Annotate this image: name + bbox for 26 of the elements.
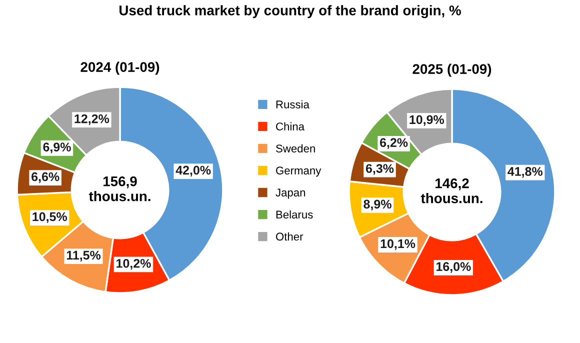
data-label: 11,5% bbox=[66, 250, 101, 262]
data-label: 10,2% bbox=[116, 258, 151, 270]
text: 156,9 thous.un. bbox=[88, 176, 150, 202]
data-label: 10,1% bbox=[380, 239, 416, 250]
data-label: 6,3% bbox=[366, 164, 394, 175]
data-label: 10,5% bbox=[32, 212, 68, 223]
legend-label: Russia bbox=[276, 100, 310, 108]
legend-label: Germany bbox=[276, 166, 322, 177]
legend-label: Japan bbox=[276, 188, 306, 199]
data-label: 41,8% bbox=[508, 167, 543, 178]
text: 146,2 thous.un. bbox=[420, 178, 482, 204]
chart-subtitle: 2025 (01-09) bbox=[412, 64, 492, 77]
data-label: 12,2% bbox=[74, 114, 110, 126]
legend-label: Sweden bbox=[276, 144, 315, 152]
legend-label: China bbox=[276, 122, 305, 130]
chart-subtitle: 2024 (01-09) bbox=[80, 62, 160, 75]
data-label: 42,0% bbox=[176, 166, 211, 176]
legend-label: Other bbox=[276, 232, 304, 241]
chart-title: Used truck market by country of the brand origin, % bbox=[120, 5, 461, 18]
data-label: 16,0% bbox=[436, 262, 471, 273]
data-label: 8,9% bbox=[364, 200, 392, 210]
data-label: 10,9% bbox=[410, 115, 444, 126]
legend-label: Belarus bbox=[276, 210, 313, 219]
data-label: 6,6% bbox=[32, 172, 60, 183]
data-label: 6,2% bbox=[380, 138, 408, 149]
data-label: 6,9% bbox=[43, 142, 71, 154]
